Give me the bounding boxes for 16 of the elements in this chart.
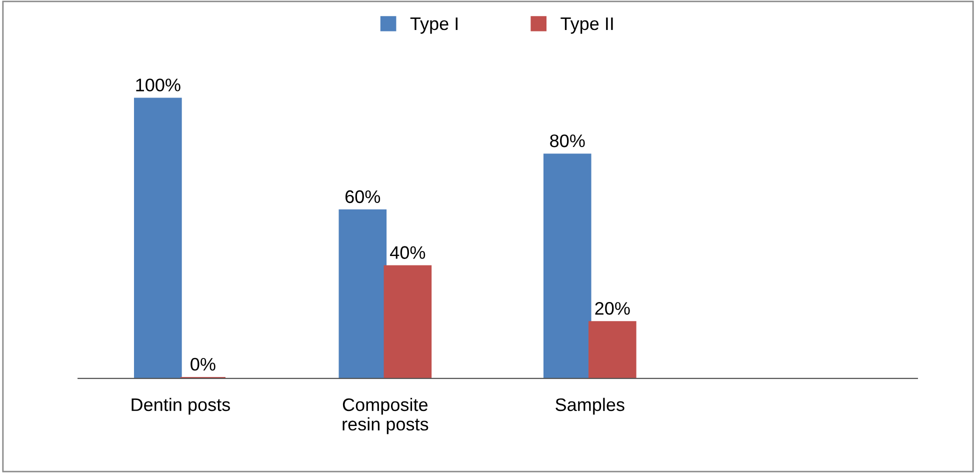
bar: [384, 265, 432, 378]
bar: [134, 98, 182, 378]
x-tick-label: Composite resin posts: [342, 398, 428, 434]
bar: [338, 209, 387, 378]
data-label: 40%: [390, 246, 426, 259]
data-label: 20%: [595, 302, 630, 315]
x-tick-label: Samples: [556, 398, 624, 415]
legend-label: Type II: [560, 18, 613, 34]
data-label: 100%: [136, 78, 180, 92]
legend-label: Type I: [410, 18, 458, 34]
x-tick-label: Dentin posts: [132, 398, 230, 415]
data-label: 80%: [550, 134, 585, 148]
data-label: 0%: [190, 358, 216, 371]
bar: [543, 154, 592, 378]
bar: [588, 321, 636, 378]
data-label: 60%: [345, 190, 380, 204]
